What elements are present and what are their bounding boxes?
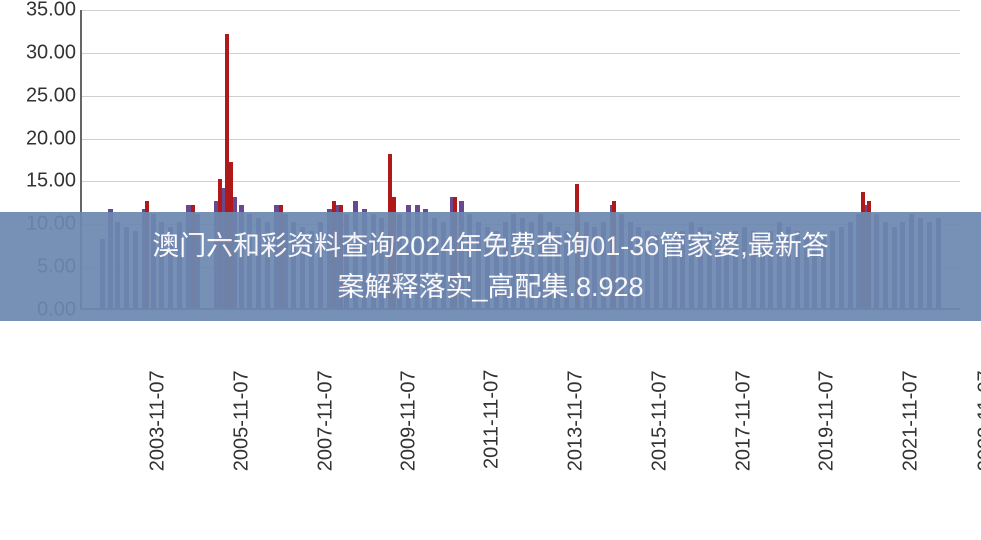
y-tick-label: 20.00	[6, 127, 76, 150]
x-tick-label: 2013-11-07	[565, 370, 588, 471]
x-tick-label: 2019-11-07	[816, 370, 839, 471]
x-tick-label: 2007-11-07	[314, 370, 337, 471]
gridline	[82, 10, 960, 11]
x-tick-label: 2021-11-07	[899, 370, 922, 471]
x-tick-label: 2023-11-07	[974, 370, 981, 471]
overlay-banner: 澳门六和彩资料查询2024年免费查询01-36管家婆,最新答 案解释落实_高配集…	[0, 212, 981, 321]
gridline	[82, 53, 960, 54]
y-tick-label: 15.00	[6, 170, 76, 193]
x-tick-label: 2015-11-07	[648, 370, 671, 471]
x-tick-label: 2005-11-07	[230, 370, 253, 471]
gridline	[82, 181, 960, 182]
gridline	[82, 96, 960, 97]
banner-line-1: 澳门六和彩资料查询2024年免费查询01-36管家婆,最新答	[20, 226, 961, 267]
x-tick-label: 2011-11-07	[480, 370, 503, 469]
gridline	[82, 139, 960, 140]
y-tick-label: 30.00	[6, 41, 76, 64]
x-tick-label: 2003-11-07	[147, 370, 170, 471]
x-tick-label: 2017-11-07	[732, 370, 755, 471]
y-tick-label: 25.00	[6, 84, 76, 107]
y-tick-label: 35.00	[6, 0, 76, 22]
x-tick-label: 2009-11-07	[398, 370, 421, 471]
banner-line-2: 案解释落实_高配集.8.928	[20, 267, 961, 308]
